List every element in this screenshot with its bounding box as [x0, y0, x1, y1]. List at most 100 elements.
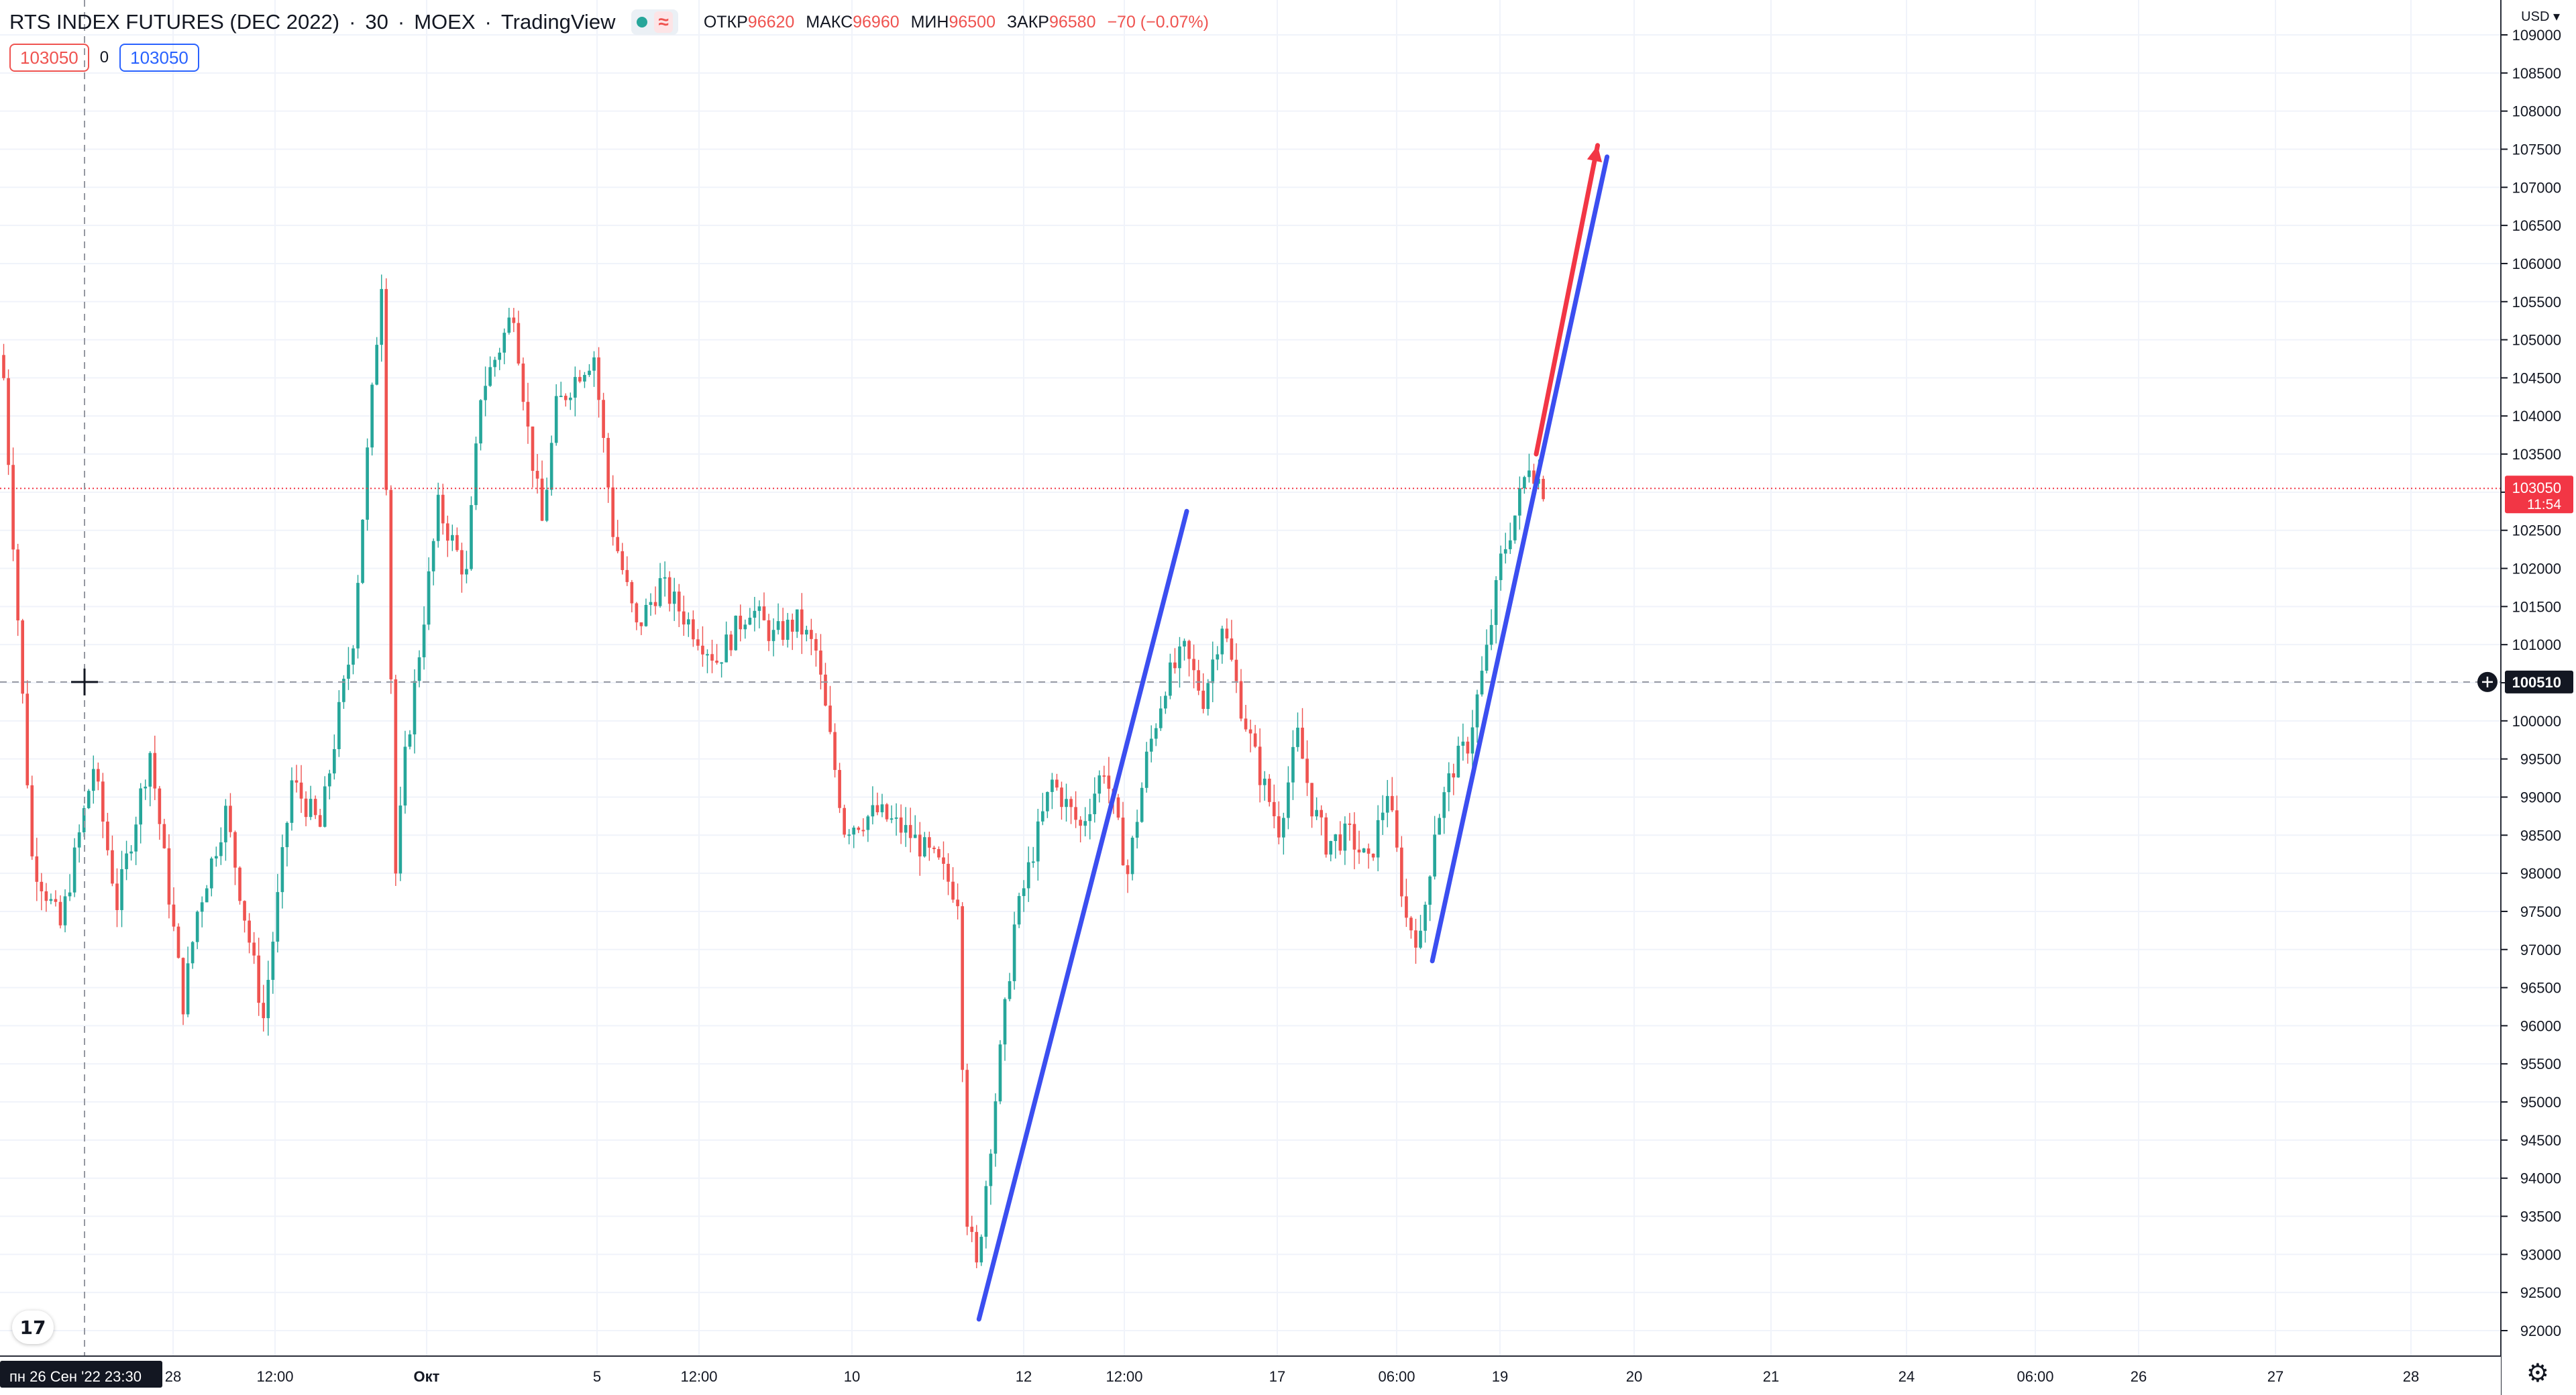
candle-body [531, 426, 535, 471]
candle-body [1527, 470, 1531, 478]
candle-body [35, 856, 39, 882]
candle-body [1060, 787, 1063, 807]
candle-body [1107, 775, 1111, 789]
candle-body [195, 911, 199, 942]
sell-button[interactable]: 103050 [9, 44, 89, 72]
candle-body [370, 384, 374, 448]
price-tick-label: 97000 [2520, 942, 2561, 958]
candle-body [720, 662, 723, 664]
candle-body [181, 958, 185, 1015]
candle-body [526, 402, 530, 427]
candle-body [1130, 838, 1134, 875]
candle-body [762, 606, 766, 620]
candle-body [1135, 822, 1139, 838]
price-tick-label: 104000 [2512, 408, 2561, 425]
candle-body [1371, 853, 1375, 858]
candle-body [1301, 728, 1304, 759]
price-tick-label: 106000 [2512, 256, 2561, 272]
price-tick-label: 105000 [2512, 332, 2561, 349]
candle-body [356, 583, 360, 649]
symbol-title[interactable]: RTS INDEX FUTURES (DEC 2022) [9, 10, 340, 34]
time-tick-label: 12:00 [256, 1368, 293, 1385]
candle-body [517, 323, 521, 364]
candle-body [857, 827, 861, 830]
candle-body [224, 805, 227, 842]
candle-body [899, 817, 903, 833]
candle-body [1277, 816, 1281, 838]
candle-body [1475, 694, 1479, 728]
candle-body [819, 651, 822, 675]
candle-body [144, 786, 148, 789]
candle-body [1046, 791, 1049, 812]
trend-line[interactable] [976, 508, 1189, 1322]
candle-body [1183, 640, 1186, 647]
candle-body [474, 443, 478, 506]
candle-body [101, 781, 105, 822]
candle-body [1154, 728, 1158, 739]
candle-body [479, 400, 482, 444]
candle-body [928, 837, 931, 848]
candle-body [1051, 779, 1054, 792]
time-tick-label: 19 [1492, 1368, 1508, 1385]
price-axis[interactable] [2501, 0, 2576, 1395]
arrow-head [1587, 145, 1603, 162]
candle-body [658, 578, 662, 606]
candle-body [1324, 817, 1328, 855]
candle-body [1088, 814, 1092, 822]
candle-body [734, 616, 738, 651]
price-tick-label: 94000 [2520, 1170, 2561, 1187]
candle-body [975, 1231, 979, 1263]
candle-body [1116, 797, 1120, 818]
candle-body [493, 359, 496, 368]
grid [0, 0, 2501, 1356]
tradingview-logo-icon[interactable]: 17 [12, 1310, 54, 1344]
candle-body [91, 769, 95, 791]
candle-body [644, 604, 648, 626]
arrow-trend-line[interactable] [1534, 143, 1601, 457]
candle-body [1079, 820, 1082, 826]
candle-body [398, 805, 402, 874]
interval-label[interactable]: 30 [365, 10, 388, 34]
candle-body [1310, 783, 1313, 817]
candle-body [1362, 848, 1366, 853]
trend-line[interactable] [1430, 154, 1610, 964]
candle-body [1164, 695, 1167, 709]
candle-body [219, 842, 223, 856]
candle-body [805, 630, 808, 635]
crosshair-price-label: 100510 [2512, 674, 2561, 691]
candle-body [578, 377, 582, 382]
time-axis[interactable] [0, 1356, 2501, 1395]
candle-body [63, 896, 67, 926]
candle-body [186, 963, 190, 1015]
candle-body [1338, 834, 1342, 851]
candle-body [1169, 662, 1172, 696]
candle-body [1433, 834, 1436, 877]
currency-selector[interactable]: USD ▾ [2521, 8, 2560, 25]
candle-body [757, 606, 761, 611]
candle-body [1178, 646, 1181, 669]
candle-body [1140, 787, 1144, 822]
plus-icon [2482, 676, 2493, 687]
candle-body [1201, 690, 1205, 710]
candle-body [1424, 904, 1427, 931]
gear-icon[interactable]: ⚙ [2526, 1359, 2549, 1388]
candle-body [318, 815, 322, 827]
candle-body [1385, 795, 1389, 813]
order-bar: 103050 0 103050 [9, 42, 199, 74]
crosshair-time-badge [0, 1361, 162, 1388]
buy-button[interactable]: 103050 [119, 44, 199, 72]
market-status-button[interactable]: ≈ [631, 9, 678, 35]
candle-body [828, 706, 832, 732]
candle-body [1159, 708, 1163, 728]
time-tick-label: 17 [1269, 1368, 1285, 1385]
time-tick-label: 06:00 [2017, 1368, 2053, 1385]
candle-body [1083, 821, 1087, 826]
candle-body [266, 980, 270, 1019]
candle-body [1197, 670, 1200, 691]
change-value: −70 (−0.07%) [1107, 12, 1209, 32]
candle-body [167, 848, 171, 905]
candle-body [44, 891, 48, 901]
price-tick-label: 95500 [2520, 1056, 2561, 1072]
